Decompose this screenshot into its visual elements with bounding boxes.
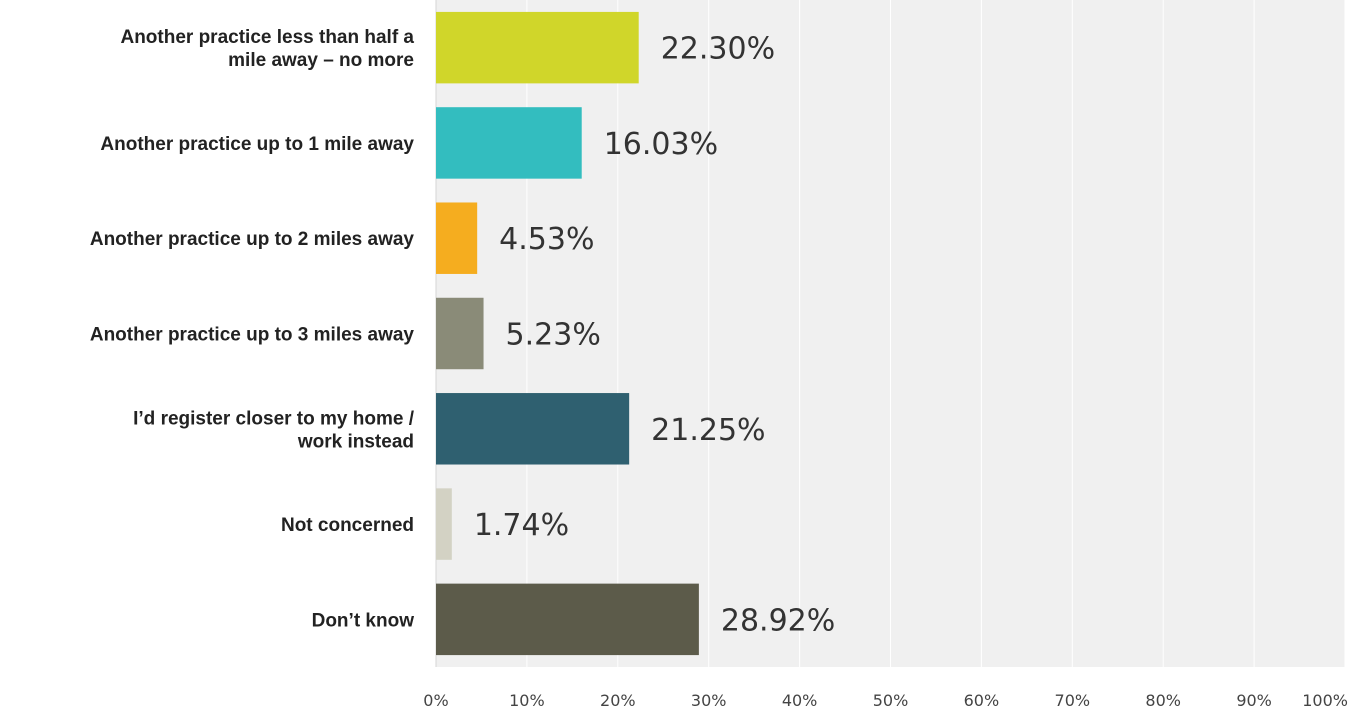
- category-label: I’d register closer to my home / work ins…: [133, 408, 415, 452]
- value-label: 21.25%: [651, 413, 765, 448]
- bar-another-practice-up-to-2-miles-away: [436, 202, 478, 274]
- bar-not-concerned: [436, 488, 452, 560]
- x-tick-label: 90%: [1236, 691, 1272, 710]
- bars: [436, 11, 699, 656]
- bar-don-t-know: [436, 583, 699, 656]
- x-tick-label: 10%: [509, 691, 545, 710]
- category-label-line: mile away – no more: [228, 50, 414, 71]
- category-label-line: Don’t know: [312, 610, 415, 631]
- category-label: Another practice up to 3 miles away: [90, 325, 415, 346]
- bar-another-practice-up-to-1-mile-away: [436, 107, 582, 179]
- category-label-line: Another practice less than half a: [120, 27, 414, 48]
- x-tick-label: 60%: [964, 691, 1000, 710]
- category-label-line: Another practice up to 2 miles away: [90, 229, 415, 250]
- category-label: Another practice up to 1 mile away: [100, 134, 414, 155]
- category-label-line: Another practice up to 3 miles away: [90, 325, 415, 346]
- bar-i-d-register-closer-to-my-home-work-instead: [436, 393, 630, 465]
- x-tick-labels: 0% 10% 20% 30% 40% 50% 60% 70% 80% 90% 100%: [423, 691, 1348, 710]
- x-tick-label: 80%: [1145, 691, 1181, 710]
- bar-another-practice-up-to-3-miles-away: [436, 297, 484, 370]
- category-label-line: Another practice up to 1 mile away: [100, 134, 414, 155]
- bar-another-practice-less-than-half-a-mile-away-no-more: [436, 11, 639, 84]
- category-labels: Another practice less than half a mile aw…: [90, 27, 415, 631]
- category-label-line: work instead: [297, 431, 414, 452]
- value-label: 1.74%: [474, 508, 569, 543]
- category-label: Don’t know: [312, 610, 415, 631]
- x-tick-label: 0%: [423, 691, 448, 710]
- value-labels: 22.30% 16.03% 4.53% 5.23% 21.25% 1.74% 28.92%: [474, 32, 835, 639]
- x-tick-label: 50%: [873, 691, 909, 710]
- value-label: 22.30%: [661, 32, 775, 67]
- x-tick-label: 30%: [691, 691, 727, 710]
- category-label: Another practice up to 2 miles away: [90, 229, 415, 250]
- x-tick-label: 20%: [600, 691, 636, 710]
- category-label-line: Not concerned: [281, 515, 414, 536]
- value-label: 5.23%: [506, 318, 601, 353]
- gridlines: [526, 0, 1346, 667]
- value-label: 16.03%: [604, 127, 718, 162]
- x-tick-label: 70%: [1055, 691, 1091, 710]
- value-label: 28.92%: [721, 603, 835, 638]
- category-label: Another practice less than half a mile aw…: [120, 27, 414, 71]
- category-label: Not concerned: [281, 515, 414, 536]
- x-tick-label: 40%: [782, 691, 818, 710]
- x-tick-label: 100%: [1302, 691, 1348, 710]
- value-label: 4.53%: [499, 222, 594, 257]
- category-label-line: I’d register closer to my home /: [133, 408, 415, 429]
